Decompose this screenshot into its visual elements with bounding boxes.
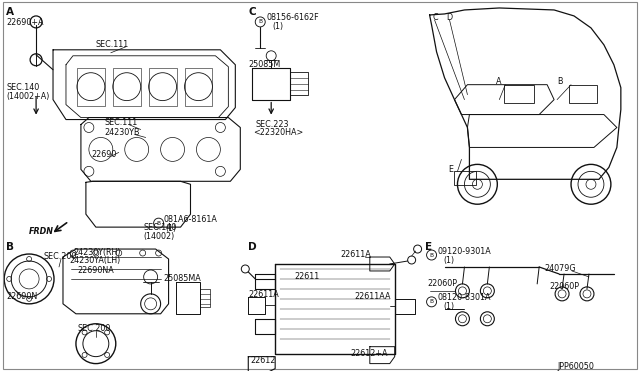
Text: SEC.140: SEC.140 [143, 222, 177, 232]
Text: 24230YA(LH): 24230YA(LH) [69, 257, 120, 266]
Bar [184, 68, 212, 106]
Text: 25085M: 25085M [248, 60, 280, 69]
Text: FRDN: FRDN [29, 227, 54, 235]
Text: 22690N: 22690N [6, 292, 38, 301]
Text: 22690NA: 22690NA [77, 266, 114, 275]
Text: 08120-8301A: 08120-8301A [438, 294, 491, 302]
Text: 09120-9301A: 09120-9301A [438, 247, 492, 256]
Text: JPP60050: JPP60050 [557, 362, 594, 371]
Text: 22690+A: 22690+A [6, 18, 44, 28]
Text: SEC.223: SEC.223 [255, 120, 289, 129]
Text: 22611: 22611 [294, 272, 319, 282]
Text: C: C [433, 13, 438, 22]
Text: (1): (1) [444, 302, 454, 311]
Text: 22612+A: 22612+A [350, 349, 387, 358]
Text: E: E [424, 242, 432, 252]
Text: SEC.200: SEC.200 [78, 324, 111, 333]
Text: D: D [248, 242, 257, 252]
Text: (1): (1) [166, 224, 177, 232]
Text: 24230YB: 24230YB [105, 128, 140, 137]
Text: B: B [429, 299, 433, 304]
Text: (1): (1) [272, 22, 284, 31]
Text: SEC.111: SEC.111 [96, 40, 129, 49]
Bar [454, 171, 476, 185]
Text: (14002+A): (14002+A) [6, 92, 49, 101]
Text: 22060P: 22060P [549, 282, 579, 291]
Text: D: D [447, 13, 452, 22]
Text: SEC.140: SEC.140 [6, 83, 40, 92]
Bar [77, 68, 105, 106]
Text: B: B [6, 242, 14, 252]
Text: 24230Y(RH): 24230Y(RH) [73, 247, 120, 257]
Text: (14002): (14002) [143, 232, 175, 241]
Bar [569, 85, 597, 103]
Bar [113, 68, 141, 106]
Text: C: C [248, 7, 256, 17]
Text: B: B [557, 77, 563, 86]
Text: 22611A: 22611A [248, 291, 279, 299]
Text: B: B [157, 221, 161, 226]
Text: 22060P: 22060P [428, 279, 458, 288]
Bar [504, 85, 534, 103]
Text: <22320HA>: <22320HA> [253, 128, 303, 137]
Text: A: A [6, 7, 14, 17]
Text: 081A6-8161A: 081A6-8161A [164, 215, 218, 224]
Text: E: E [449, 165, 454, 174]
Text: 22612: 22612 [250, 356, 276, 365]
Text: A: A [497, 77, 502, 86]
Text: 22611AA: 22611AA [355, 292, 392, 301]
Text: (1): (1) [444, 256, 454, 264]
Text: 25085MA: 25085MA [164, 275, 202, 283]
Text: 24079G: 24079G [544, 264, 576, 273]
Text: 22690: 22690 [91, 150, 116, 159]
Text: 08156-6162F: 08156-6162F [266, 13, 319, 22]
Text: SEC.111: SEC.111 [105, 118, 138, 127]
Text: SEC.200: SEC.200 [43, 251, 76, 260]
Text: B: B [258, 19, 262, 25]
Bar [148, 68, 177, 106]
Text: 22611A: 22611A [340, 250, 371, 259]
Text: B: B [429, 253, 433, 257]
